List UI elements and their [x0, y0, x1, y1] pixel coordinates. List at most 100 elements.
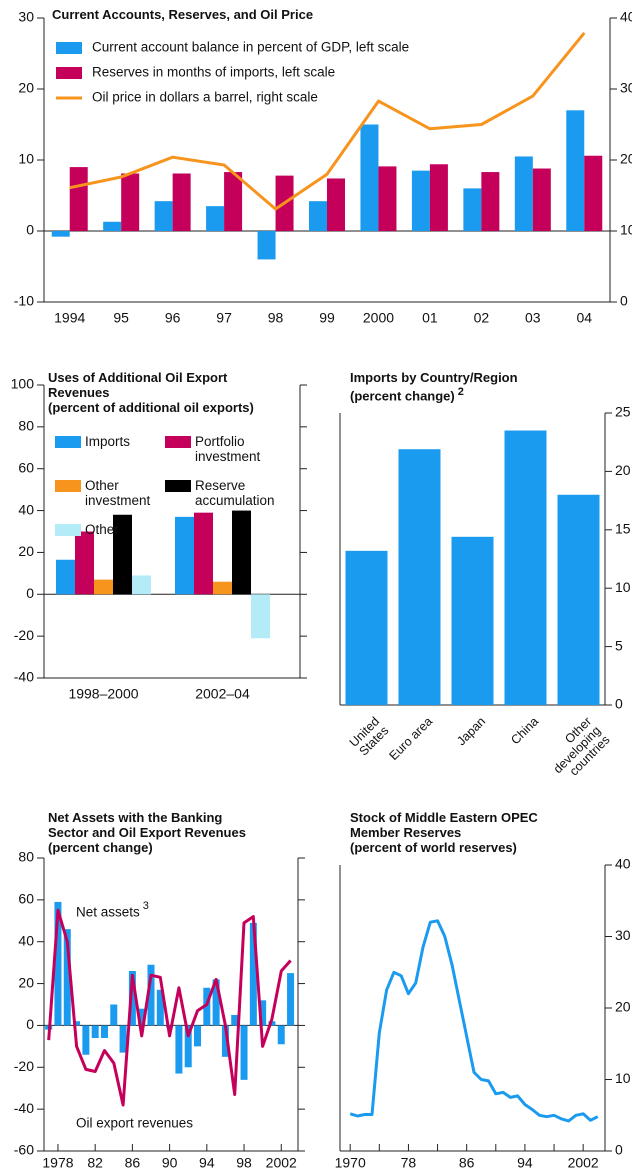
bar: [532, 168, 551, 231]
legend-swatch: [56, 67, 82, 79]
bar: [231, 1014, 239, 1026]
legend-label: Other investment: [85, 478, 151, 508]
x-tick-label: 97: [216, 310, 232, 326]
bar: [63, 929, 71, 1026]
y-tick-label: 80: [18, 849, 34, 865]
bar: [128, 971, 136, 1026]
bar: [309, 201, 327, 231]
y-tick-label: 80: [18, 418, 34, 434]
y-tick-label: -20: [14, 1058, 34, 1074]
legend-label: Other: [85, 522, 119, 537]
bar: [172, 173, 191, 231]
y-tick-label: 40: [18, 932, 34, 948]
x-tick-label: 1994: [54, 310, 85, 326]
legend-swatch: [55, 524, 81, 536]
bar: [184, 1025, 192, 1068]
bar: [249, 922, 257, 1026]
bar: [259, 1000, 267, 1026]
bar: [75, 531, 94, 595]
y-tick-label: -40: [14, 1100, 34, 1116]
subtitle-line: (percent of additional oil exports): [48, 400, 263, 415]
y-tick-label: 0: [26, 585, 34, 601]
chart-subtitle: (percent of world reserves): [350, 840, 517, 855]
bar: [584, 155, 603, 231]
y-tick-label: 25: [615, 404, 631, 420]
title-block: Imports by Country/Region (percent change…: [350, 370, 518, 403]
bar: [132, 575, 151, 595]
bar: [69, 167, 88, 231]
footnote-marker: 3: [143, 900, 149, 912]
x-tick-label: 2002–04: [195, 686, 250, 702]
y-tick-label: 10: [615, 1070, 631, 1086]
x-tick-label: 86: [125, 1155, 141, 1171]
bar: [345, 550, 388, 705]
bar: [213, 581, 232, 595]
bar: [154, 201, 173, 231]
bar: [110, 1004, 118, 1026]
bar: [221, 1025, 229, 1057]
y-tick-label: 0: [615, 1142, 623, 1158]
line: [349, 919, 599, 1123]
x-tick-label: 95: [113, 310, 129, 326]
legend-label: Reserves in months of imports, left scal…: [92, 65, 335, 80]
y-tick-label: -10: [14, 293, 34, 309]
y-tick-label: 30: [18, 9, 34, 25]
y-tick-label: -40: [14, 669, 34, 685]
legend-swatch: [165, 480, 191, 492]
y-tick-label: 20: [615, 462, 631, 478]
bar: [451, 536, 494, 705]
title-block: Net Assets with the Banking Sector and O…: [48, 810, 263, 855]
chart-subtitle: (percent change): [350, 388, 455, 404]
x-tick-label: 2002: [266, 1155, 297, 1171]
subtitle-line: (percent change): [48, 840, 263, 855]
annotation: Oil export revenues: [76, 1116, 193, 1131]
title-block: Stock of Middle Eastern OPEC Member Rese…: [350, 810, 565, 855]
x-tick-label: 01: [422, 310, 438, 326]
bar: [287, 973, 295, 1026]
legend-label: Reserve accumulation: [195, 478, 275, 508]
bar: [51, 231, 70, 237]
bar: [91, 1025, 99, 1038]
y-tick-label: 20: [620, 151, 632, 167]
bar: [463, 188, 482, 231]
footnote-marker: 2: [457, 386, 464, 398]
bar: [194, 1025, 202, 1047]
y-tick-label: -60: [14, 1142, 34, 1158]
y-tick-label: 0: [26, 222, 34, 238]
bar: [194, 512, 213, 595]
chart-title: Imports by Country/Region: [350, 370, 518, 385]
bar: [175, 516, 194, 595]
y-tick-label: 30: [615, 927, 631, 943]
bar: [54, 901, 62, 1026]
bar: [429, 164, 448, 231]
bar: [224, 172, 243, 231]
bar: [100, 1025, 108, 1038]
y-tick-label: 10: [615, 579, 631, 595]
y-tick-label: 15: [615, 521, 631, 537]
y-tick-label: -20: [14, 627, 34, 643]
y-tick-label: 40: [620, 9, 632, 25]
x-tick-label: 82: [87, 1155, 103, 1171]
x-tick-label: 90: [162, 1155, 178, 1171]
x-tick-label: 1978: [42, 1155, 73, 1171]
y-tick-label: 10: [620, 222, 632, 238]
bar: [113, 514, 132, 595]
x-tick-label: 98: [268, 310, 284, 326]
legend-swatch: [55, 436, 81, 448]
x-tick-label: 2000: [363, 310, 394, 326]
x-tick-label: 98: [236, 1155, 252, 1171]
line: [69, 31, 586, 211]
legend-label: Imports: [85, 434, 131, 449]
legend-label: Current account balance in percent of GD…: [92, 40, 409, 55]
bar: [94, 579, 113, 595]
bar: [411, 170, 430, 231]
legend-label: Oil price in dollars a barrel, right sca…: [92, 90, 318, 105]
bar: [398, 449, 441, 705]
y-tick-label: 0: [615, 696, 623, 712]
y-tick-label: 0: [26, 1016, 34, 1032]
chart-title: Uses of Additional Oil Export Revenues: [48, 370, 228, 400]
legend-swatch: [55, 480, 81, 492]
bar: [103, 221, 122, 231]
x-tick-label: 94: [517, 1155, 533, 1171]
subtitle-line: (percent of world reserves): [350, 840, 565, 855]
